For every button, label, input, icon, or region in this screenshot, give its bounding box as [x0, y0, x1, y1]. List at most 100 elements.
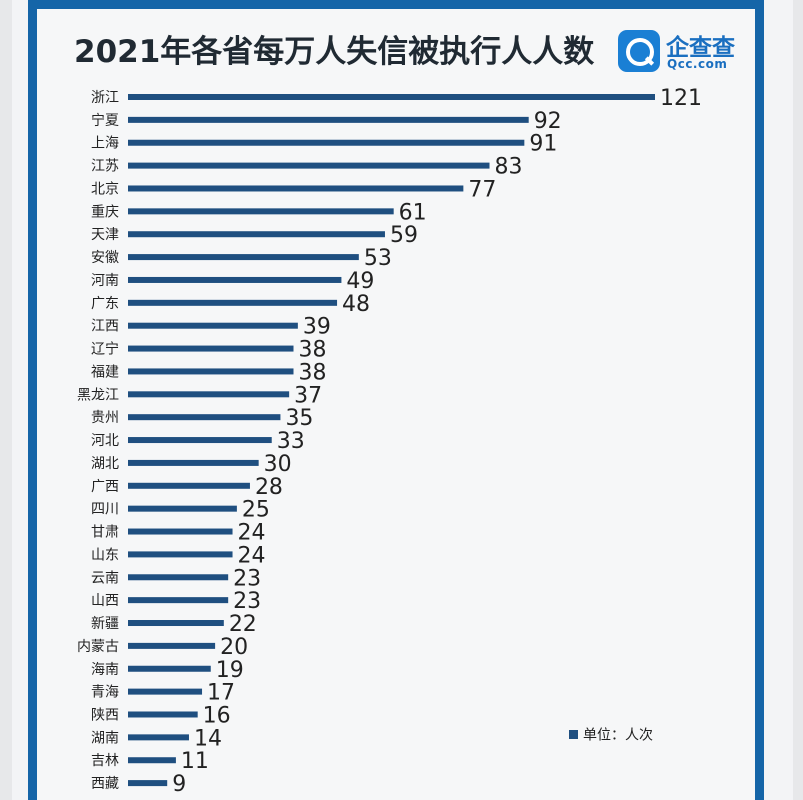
qcc-logo: 企查查 Qcc.com: [618, 30, 758, 74]
category-label: 河北: [91, 433, 119, 449]
bar: [128, 665, 211, 672]
category-label: 江苏: [91, 159, 119, 175]
bar: [128, 459, 259, 466]
value-label: 11: [181, 749, 209, 774]
bar: [128, 139, 525, 146]
magnifier-icon: [618, 30, 660, 72]
chart-title: 2021年各省每万人失信被执行人人数: [74, 34, 595, 70]
category-label: 天津: [91, 227, 119, 243]
value-label: 25: [242, 498, 270, 523]
bar: [128, 276, 342, 283]
category-label: 北京: [91, 181, 119, 197]
category-label: 内蒙古: [77, 639, 119, 655]
bar: [128, 528, 233, 535]
category-label: 新疆: [91, 616, 119, 632]
category-label: 江西: [91, 319, 119, 335]
bar: [128, 620, 224, 627]
value-label: 92: [534, 109, 562, 134]
bar: [128, 597, 229, 604]
value-label: 48: [342, 292, 370, 317]
bar: [128, 162, 490, 169]
category-label: 山东: [91, 547, 119, 563]
bar: [128, 368, 294, 375]
category-label: 甘肃: [91, 525, 119, 541]
legend: 单位：人次: [569, 724, 653, 744]
value-label: 23: [233, 589, 261, 614]
legend-label: 单位：人次: [583, 727, 653, 744]
value-label: 49: [346, 269, 374, 294]
category-label: 贵州: [91, 410, 119, 426]
bar: [128, 414, 281, 421]
chart-panel: [28, 0, 764, 800]
bar: [128, 345, 294, 352]
logo-name: 企查查: [666, 35, 735, 61]
bar: [128, 299, 338, 306]
value-label: 37: [294, 383, 322, 408]
value-label: 17: [207, 681, 235, 706]
category-label: 陕西: [91, 707, 119, 723]
value-label: 14: [194, 726, 222, 751]
value-label: 24: [238, 521, 266, 546]
bar: [128, 574, 229, 581]
category-label: 西藏: [91, 776, 119, 792]
category-label: 湖北: [91, 456, 119, 472]
value-label: 23: [233, 566, 261, 591]
bar: [128, 551, 233, 558]
logo-domain: Qcc.com: [667, 57, 728, 71]
category-label: 四川: [91, 502, 119, 518]
bar: [128, 780, 168, 787]
bar: [128, 94, 655, 100]
value-label: 38: [299, 360, 327, 385]
value-label: 30: [264, 452, 292, 477]
value-label: 91: [529, 132, 557, 157]
category-label: 湖南: [91, 730, 119, 746]
value-label: 83: [494, 155, 522, 180]
category-label: 云南: [91, 570, 119, 586]
value-label: 77: [468, 177, 496, 202]
value-label: 24: [238, 543, 266, 568]
category-label: 广西: [91, 479, 119, 495]
value-label: 121: [660, 86, 702, 111]
category-label: 青海: [91, 685, 119, 701]
value-label: 22: [229, 612, 257, 637]
category-label: 黑龙江: [77, 387, 119, 403]
category-label: 山西: [91, 593, 119, 609]
value-label: 28: [255, 475, 283, 500]
bar: [128, 711, 198, 718]
category-label: 安徽: [91, 250, 119, 266]
value-label: 19: [216, 658, 244, 683]
category-label: 海南: [91, 662, 119, 678]
bar: [128, 322, 298, 329]
category-label: 福建: [91, 364, 119, 380]
bar: [128, 116, 529, 123]
category-label: 重庆: [91, 204, 119, 220]
legend-swatch: [569, 730, 578, 739]
value-label: 61: [399, 200, 427, 225]
bar: [128, 254, 359, 261]
value-label: 33: [277, 429, 305, 454]
value-label: 59: [390, 223, 418, 248]
category-label: 上海: [91, 136, 119, 152]
bar: [128, 185, 464, 192]
bar: [128, 208, 394, 215]
value-label: 39: [303, 315, 331, 340]
bar: [128, 437, 272, 444]
value-label: 53: [364, 246, 392, 271]
value-label: 20: [220, 635, 248, 660]
bar: [128, 688, 203, 695]
bar: [128, 231, 385, 238]
value-label: 38: [299, 338, 327, 363]
value-label: 16: [203, 703, 231, 728]
bar: [128, 642, 216, 649]
bar: [128, 391, 290, 398]
value-label: 9: [172, 772, 186, 797]
value-label: 35: [285, 406, 313, 431]
category-label: 辽宁: [91, 341, 119, 358]
bar: [128, 482, 250, 489]
bar: [128, 757, 176, 764]
bar: [128, 734, 189, 741]
bar: [128, 505, 237, 512]
category-label: 河南: [91, 273, 119, 289]
category-label: 吉林: [91, 753, 119, 769]
